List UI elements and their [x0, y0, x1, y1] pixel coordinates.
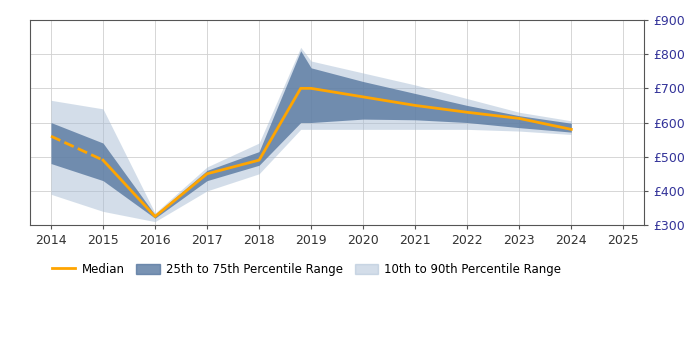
Legend: Median, 25th to 75th Percentile Range, 10th to 90th Percentile Range: Median, 25th to 75th Percentile Range, 1… — [47, 258, 566, 281]
